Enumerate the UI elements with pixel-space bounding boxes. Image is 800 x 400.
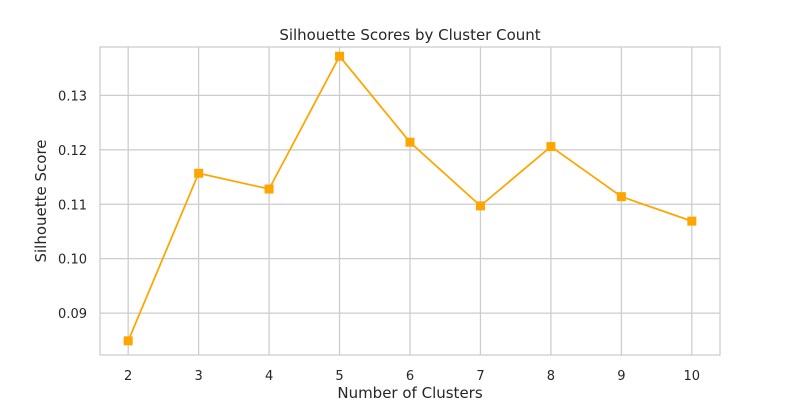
y-tick-label: 0.09 — [58, 307, 87, 322]
y-axis-ticks: 0.09 0.10 0.11 0.12 0.13 — [58, 89, 87, 322]
x-tick-label: 9 — [617, 369, 625, 384]
chart-title: Silhouette Scores by Cluster Count — [279, 26, 540, 44]
grid-lines — [100, 47, 720, 355]
data-point-marker — [546, 142, 556, 152]
x-tick-label: 4 — [265, 369, 273, 384]
data-point-marker — [616, 192, 626, 202]
x-axis-label: Number of Clusters — [337, 384, 482, 400]
x-tick-label: 3 — [194, 369, 202, 384]
x-axis-ticks: 2 3 4 5 6 7 8 9 10 — [124, 369, 700, 384]
series-markers — [123, 51, 697, 346]
data-point-marker — [475, 201, 485, 211]
x-tick-label: 7 — [476, 369, 484, 384]
x-tick-label: 8 — [547, 369, 555, 384]
data-point-marker — [687, 216, 697, 226]
plot-frame — [99, 46, 721, 356]
y-tick-label: 0.13 — [58, 89, 87, 104]
x-tick-label: 2 — [124, 369, 132, 384]
data-point-marker — [123, 336, 133, 346]
y-axis-label: Silhouette Score — [32, 139, 50, 262]
data-point-marker — [405, 137, 415, 147]
x-tick-label: 10 — [684, 369, 701, 384]
data-point-marker — [194, 168, 204, 178]
y-tick-label: 0.10 — [58, 253, 87, 268]
x-tick-label: 5 — [335, 369, 343, 384]
data-point-marker — [264, 184, 274, 194]
y-tick-label: 0.12 — [58, 144, 87, 159]
data-point-marker — [335, 51, 345, 61]
y-tick-label: 0.11 — [58, 198, 87, 213]
x-tick-label: 6 — [406, 369, 414, 384]
